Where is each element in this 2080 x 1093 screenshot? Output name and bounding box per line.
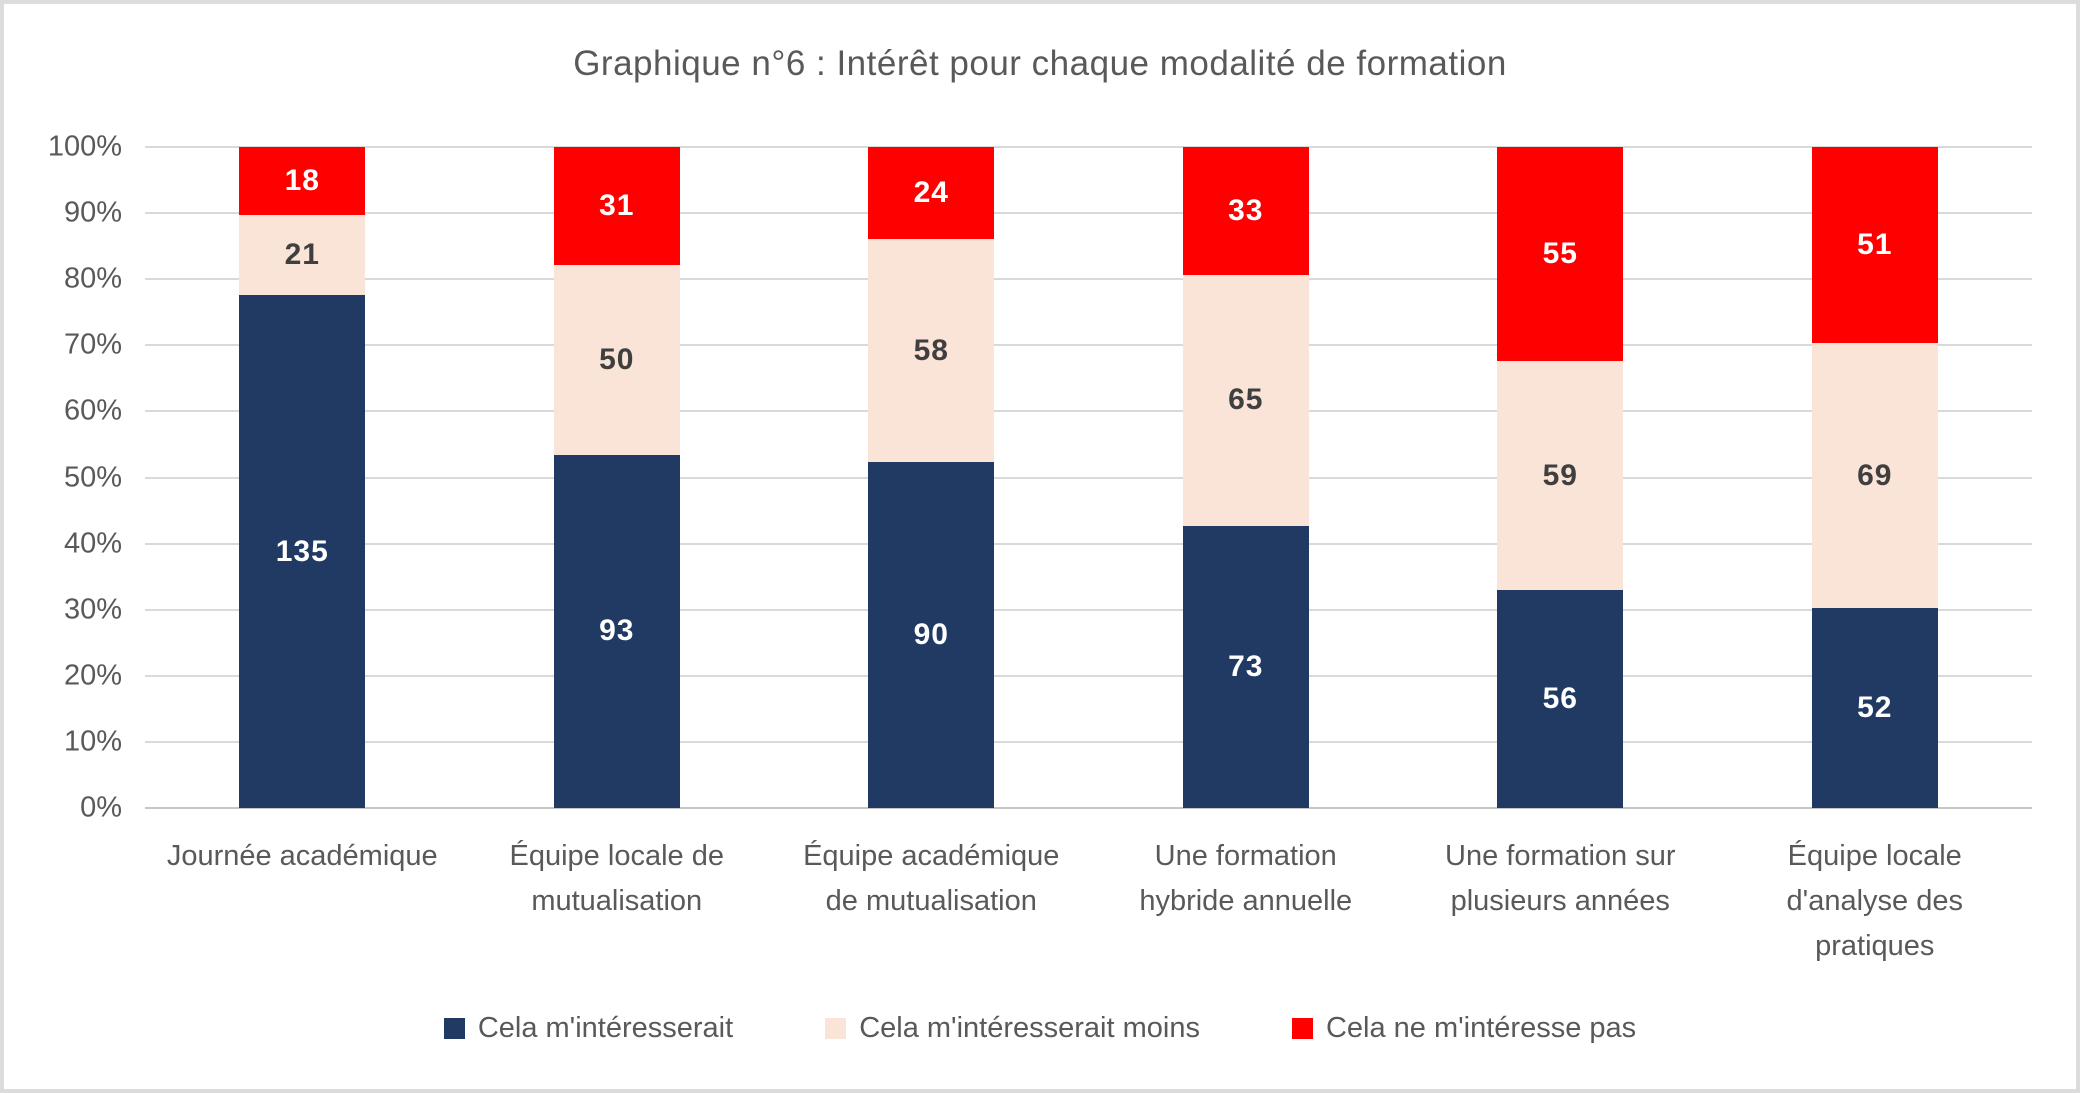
y-tick-label: 60% — [63, 394, 122, 427]
x-category-label: Une formation sur plusieurs années — [1445, 840, 1676, 917]
bar-value-label: 135 — [275, 534, 329, 568]
gridline — [145, 212, 2032, 215]
bar-value-label: 55 — [1542, 236, 1578, 270]
y-tick-label: 100% — [47, 130, 122, 163]
x-category-label: Équipe académique de mutualisation — [803, 840, 1060, 917]
bar-value-label: 52 — [1857, 691, 1893, 725]
legend-label: Cela ne m'intéresse pas — [1325, 1012, 1637, 1044]
y-tick-label: 90% — [63, 196, 122, 229]
gridline — [145, 674, 2032, 677]
y-tick-label: 30% — [63, 593, 122, 626]
x-category-label: Une formation hybride annuelle — [1139, 840, 1353, 917]
bar-value-label: 56 — [1542, 682, 1578, 716]
legend-label: Cela m'intéresserait — [477, 1012, 734, 1044]
bar-segment: 21 — [239, 215, 366, 296]
bar-value-label: 93 — [599, 614, 635, 648]
bar-slot: 51 69 52 — [1718, 147, 2033, 808]
legend-item: Cela m'intéresserait moins — [825, 1012, 1200, 1045]
gridline — [145, 740, 2032, 743]
bar-segment: 59 — [1497, 360, 1624, 591]
bar-value-label: 31 — [599, 188, 635, 222]
y-tick-label: 40% — [63, 527, 122, 560]
bar-value-label: 33 — [1228, 193, 1264, 227]
bar-segment: 50 — [553, 264, 680, 455]
bar-value-label: 90 — [913, 618, 949, 652]
bar-segment: 69 — [1811, 342, 1938, 609]
gridline — [145, 146, 2032, 148]
bar-value-label: 21 — [284, 238, 320, 272]
stacked-bar: 24 58 90 — [868, 147, 995, 808]
stacked-bar: 51 69 52 — [1811, 147, 1938, 808]
gridline — [145, 278, 2032, 281]
gridline — [145, 608, 2032, 611]
bar-segment: 55 — [1497, 147, 1624, 361]
bar-value-label: 51 — [1857, 227, 1893, 261]
bar-segment: 135 — [239, 295, 366, 808]
chart-title: Graphique n°6 : Intérêt pour chaque moda… — [573, 44, 1507, 83]
bar-segment: 93 — [553, 454, 680, 808]
bar-segment: 90 — [868, 462, 995, 808]
legend-color-swatch-icon — [825, 1018, 847, 1039]
bar-value-label: 18 — [284, 164, 320, 198]
legend: Cela m'intéresserait Cela m'intéresserait… — [4, 1012, 2076, 1045]
bar-value-label: 24 — [913, 176, 949, 210]
bar-segment: 52 — [1811, 608, 1938, 808]
x-category-label: Équipe locale d'analyse des pratiques — [1786, 840, 1963, 962]
bar-segment: 24 — [868, 147, 995, 240]
gridline — [145, 542, 2032, 545]
legend-item: Cela ne m'intéresse pas — [1291, 1012, 1637, 1045]
x-category-label: Équipe locale de mutualisation — [509, 840, 724, 917]
gridline — [145, 410, 2032, 413]
x-category-label: Journée académique — [166, 840, 438, 872]
stacked-bar: 55 59 56 — [1497, 147, 1624, 808]
bar-value-label: 73 — [1228, 649, 1264, 683]
bar-value-label: 69 — [1857, 458, 1893, 492]
y-tick-label: 0% — [80, 791, 122, 824]
bar-segment: 73 — [1182, 525, 1309, 808]
y-tick-label: 80% — [63, 262, 122, 295]
legend-color-swatch-icon — [443, 1018, 465, 1039]
stacked-bar: 18 21 135 — [239, 147, 366, 808]
bar-value-label: 58 — [913, 333, 949, 367]
legend-item: Cela m'intéresserait — [443, 1012, 734, 1045]
bar-segment: 58 — [868, 239, 995, 463]
stacked-bar: 33 65 73 — [1182, 147, 1309, 808]
legend-label: Cela m'intéresserait moins — [859, 1012, 1200, 1044]
bar-segment: 65 — [1182, 274, 1309, 526]
bar-slot: 24 58 90 — [774, 147, 1089, 808]
bar-segment: 56 — [1497, 590, 1624, 808]
bar-slot: 31 50 93 — [460, 147, 775, 808]
x-axis: Journée académique Équipe locale de mutua… — [145, 834, 2032, 969]
bar-value-label: 50 — [599, 342, 635, 376]
y-tick-label: 10% — [63, 725, 122, 758]
plot-area: 18 21 135 31 50 93 24 58 90 33 65 73 55 59 56 51 69 52 — [145, 146, 2032, 809]
stacked-bar: 31 50 93 — [553, 147, 680, 808]
bar-value-label: 65 — [1228, 383, 1264, 417]
y-axis: 100% 90% 80% 70% 60% 50% 40% 30% 20% 10% 0% — [4, 131, 122, 824]
bar-slot: 18 21 135 — [145, 147, 460, 808]
y-tick-label: 50% — [63, 461, 122, 493]
bar-slot: 33 65 73 — [1089, 147, 1404, 808]
bar-segment: 33 — [1182, 147, 1309, 275]
legend-color-swatch-icon — [1291, 1018, 1313, 1039]
gridline — [145, 476, 2032, 479]
bar-value-label: 59 — [1542, 458, 1578, 492]
x-axis-line — [145, 807, 2032, 809]
bar-segment: 31 — [553, 147, 680, 265]
bar-segment: 51 — [1811, 147, 1938, 343]
bars-container: 18 21 135 31 50 93 24 58 90 33 65 73 55 59 56 51 69 52 — [145, 147, 2032, 808]
gridline — [145, 344, 2032, 347]
bar-segment: 18 — [239, 147, 366, 216]
y-tick-label: 70% — [63, 328, 122, 361]
y-tick-label: 20% — [63, 659, 122, 692]
bar-slot: 55 59 56 — [1403, 147, 1718, 808]
